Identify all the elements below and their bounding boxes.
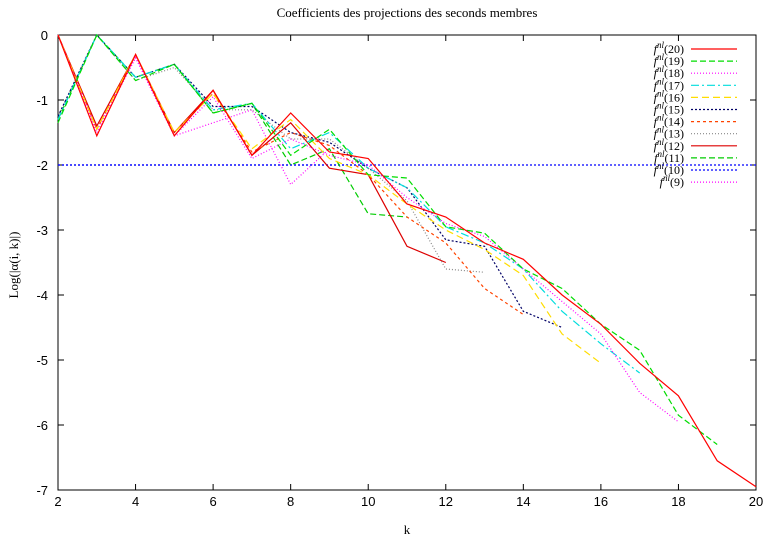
legend-label: fnl(18)	[654, 64, 684, 80]
chart-title: Coefficients des projections des seconds…	[277, 5, 538, 20]
y-tick-label: -5	[36, 353, 48, 368]
legend-label: fnl(11)	[654, 149, 684, 165]
series-line-8	[57, 34, 447, 264]
x-tick-label: 6	[209, 494, 216, 509]
y-tick-label: -1	[36, 93, 48, 108]
legend-label: fnl(12)	[654, 137, 684, 153]
x-tick-label: 8	[287, 494, 294, 509]
series-line-2	[57, 34, 679, 423]
series-line-7	[57, 33, 485, 273]
x-tick-label: 10	[361, 494, 375, 509]
legend-label: fnl(17)	[654, 76, 684, 92]
y-tick-label: -2	[36, 158, 48, 173]
series-layer	[57, 33, 757, 488]
series-line-4	[57, 34, 602, 364]
series-line-3	[57, 33, 641, 374]
plot-frame	[57, 34, 757, 491]
legend: fnl(20)fnl(19)fnl(18)fnl(17)fnl(16)fnl(1…	[654, 40, 737, 189]
series-line-9	[57, 33, 408, 218]
y-tick-label: -4	[36, 288, 48, 303]
legend-label: fnl(20)	[654, 40, 684, 56]
y-tick-label: -6	[36, 418, 48, 433]
x-tick-label: 12	[439, 494, 453, 509]
legend-label: fnl(13)	[654, 125, 684, 141]
x-tick-label: 18	[671, 494, 685, 509]
x-tick-label: 2	[54, 494, 61, 509]
legend-label: fnl(15)	[654, 101, 684, 117]
x-tick-label: 20	[749, 494, 763, 509]
legend-label: fnl(9)	[660, 173, 684, 189]
axis-ticks: 2 4 6 8 10 12 14 16 18 20 0 -1 -2 -3 -4 -5 -6 -7	[36, 28, 763, 509]
y-tick-label: -3	[36, 223, 48, 238]
x-axis-label: k	[404, 522, 411, 537]
series-line-1	[57, 33, 718, 445]
x-tick-label: 14	[516, 494, 530, 509]
series-line-6	[57, 34, 524, 315]
legend-label: fnl(14)	[654, 113, 684, 129]
legend-label: fnl(19)	[654, 52, 684, 68]
y-tick-label: 0	[41, 28, 48, 43]
y-axis-label: Log(|α(i, k)|)	[6, 232, 21, 299]
series-line-0	[57, 34, 757, 488]
y-tick-label: -7	[36, 483, 48, 498]
x-tick-label: 4	[132, 494, 139, 509]
legend-label: fnl(16)	[654, 88, 684, 104]
legend-label: fnl(10)	[654, 161, 684, 177]
x-tick-label: 16	[594, 494, 608, 509]
